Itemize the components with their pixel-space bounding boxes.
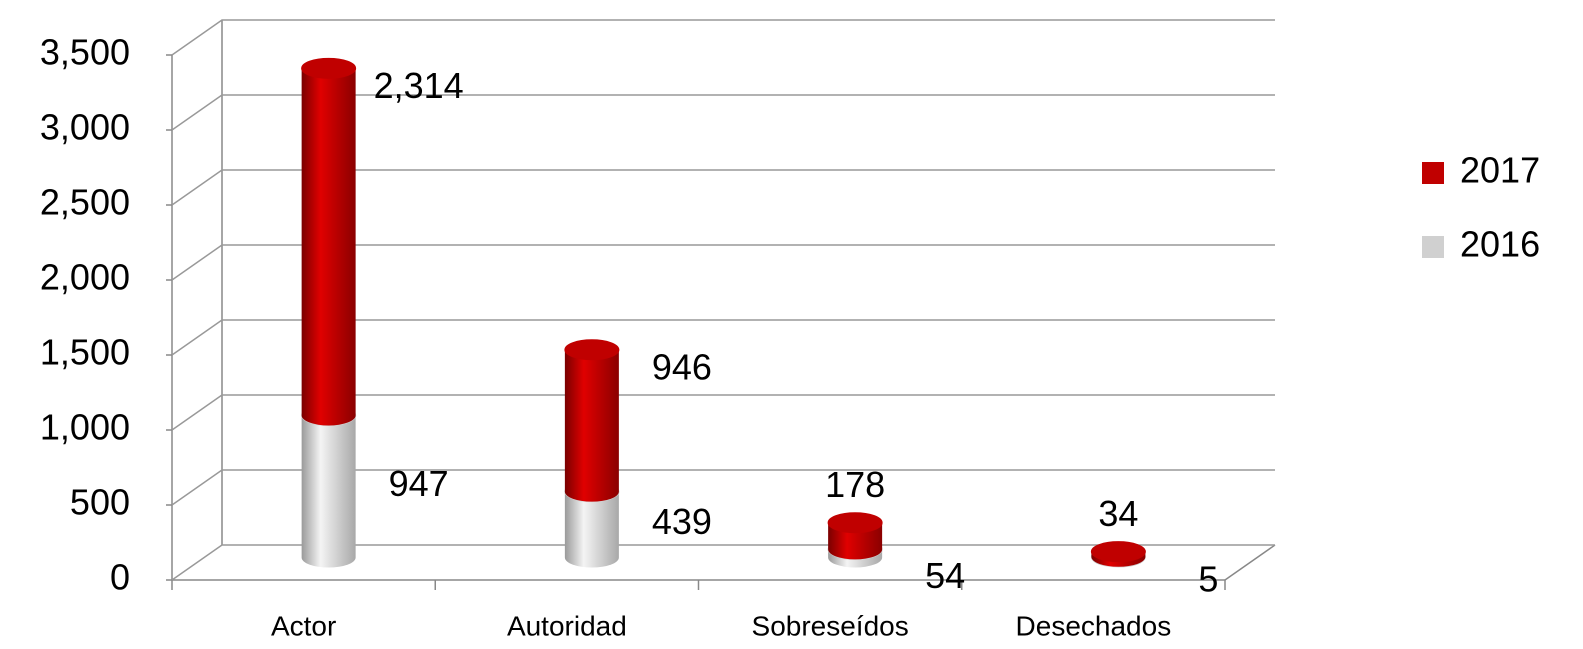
grid-line: [171, 94, 1275, 131]
data-label: 54: [925, 555, 965, 596]
cylinder: [827, 512, 883, 560]
grid-line: [171, 319, 1275, 356]
data-label: 2,314: [374, 65, 464, 106]
legend-label: 2016: [1460, 224, 1540, 265]
y-tick-label: 500: [70, 482, 130, 523]
grid-line: [171, 244, 1275, 281]
y-tick-label: 1,500: [40, 332, 130, 373]
grid-line: [171, 469, 1275, 506]
cylinder: [564, 339, 620, 502]
y-tick-label: 2,000: [40, 257, 130, 298]
legend-swatch: [1422, 162, 1444, 184]
cylinder: [301, 57, 357, 426]
grid-line: [171, 394, 1275, 431]
y-tick-label: 0: [110, 557, 130, 598]
data-label: 178: [825, 464, 885, 505]
grid-line: [171, 544, 1275, 581]
grid-line: [171, 19, 1275, 56]
x-tick-label: Sobreseídos: [752, 610, 909, 641]
axis-line: [1224, 544, 1276, 581]
y-tick-label: 3,500: [40, 32, 130, 73]
grid-line: [171, 169, 1275, 206]
y-tick-label: 2,500: [40, 182, 130, 223]
y-tick-label: 3,000: [40, 107, 130, 148]
legend-swatch: [1422, 236, 1444, 258]
legend-label: 2017: [1460, 150, 1540, 191]
data-label: 946: [652, 346, 712, 387]
cylinder: [301, 404, 357, 568]
x-tick-label: Desechados: [1016, 610, 1172, 641]
data-label: 5: [1198, 559, 1218, 600]
x-tick-label: Actor: [271, 610, 336, 641]
data-label: 439: [652, 501, 712, 542]
data-label: 947: [389, 463, 449, 504]
cylinder: [1090, 541, 1146, 567]
data-label: 34: [1098, 493, 1138, 534]
y-tick-label: 1,000: [40, 407, 130, 448]
x-tick-label: Autoridad: [507, 610, 627, 641]
